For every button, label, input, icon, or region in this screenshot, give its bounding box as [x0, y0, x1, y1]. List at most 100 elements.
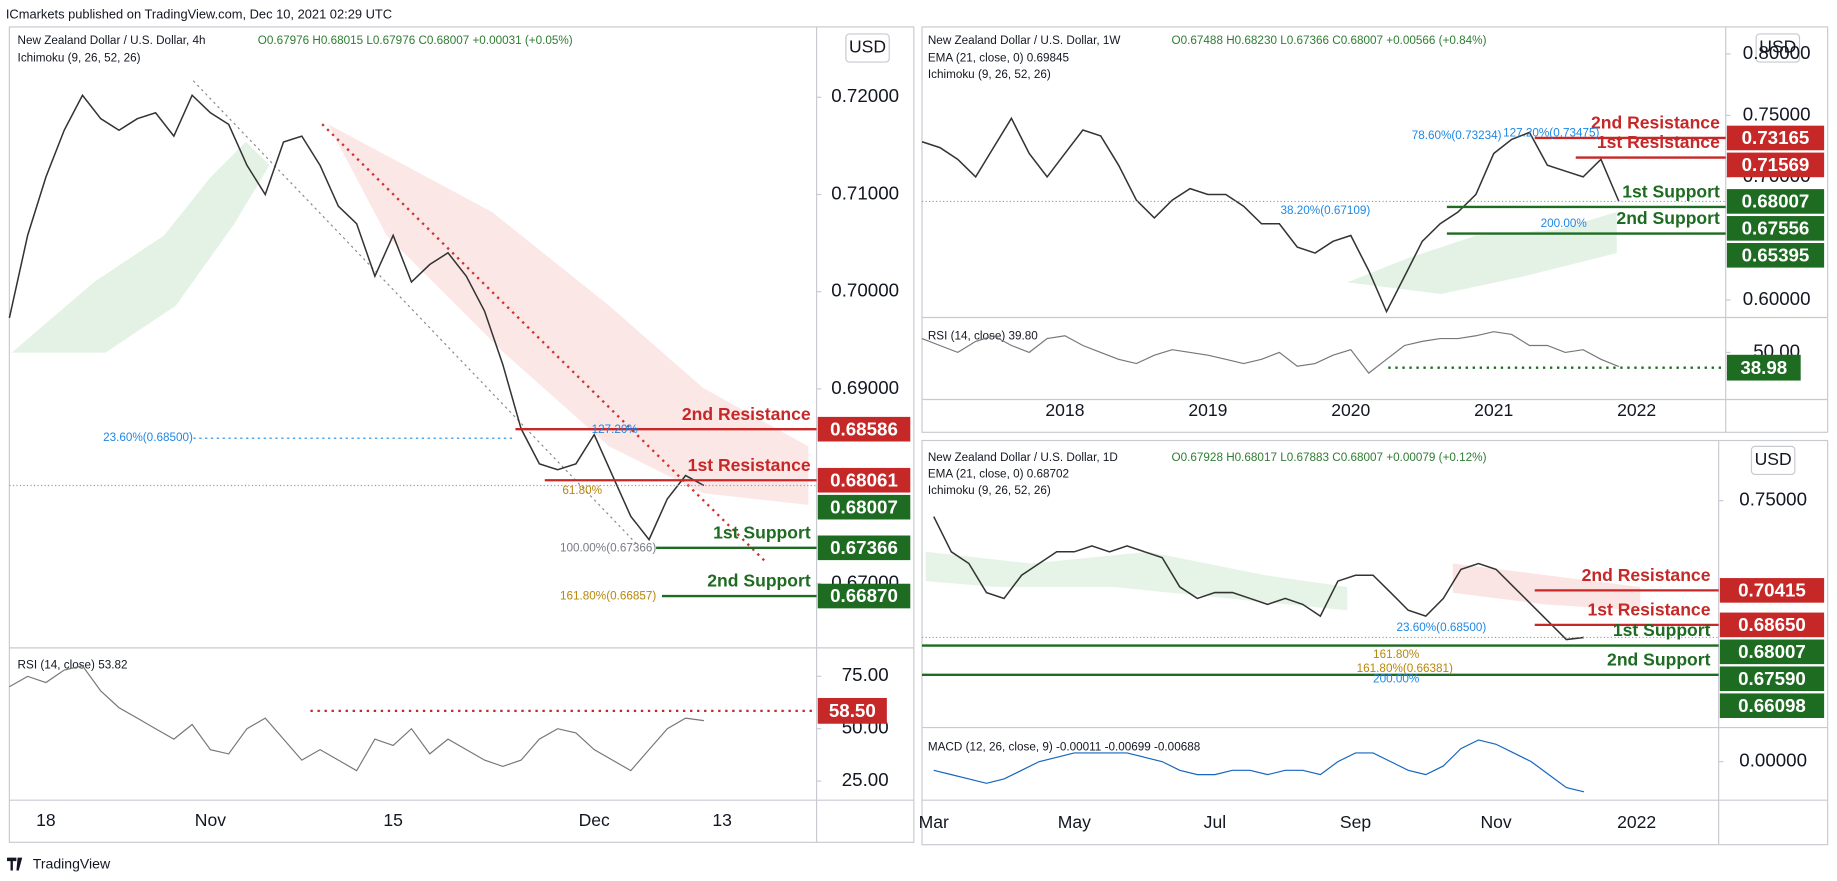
price-box [1719, 666, 1825, 692]
currency-button[interactable] [845, 33, 890, 63]
y-tick-label: 0.75000 [1743, 103, 1811, 124]
x-tick-label: Jul [1204, 812, 1226, 832]
price-box-label: 0.68007 [830, 496, 898, 517]
level-label: 2nd Support [707, 571, 811, 591]
indicator-label: EMA (21, close, 0) 0.68702 [928, 468, 1069, 481]
price-box [1726, 216, 1825, 241]
indicator-label: Ichimoku (9, 26, 52, 26) [928, 484, 1051, 497]
price-box [1726, 354, 1801, 381]
ohlc: O0.67928 H0.68017 L0.67883 C0.68007 +0.0… [1172, 451, 1487, 464]
level-label: 2nd Resistance [682, 404, 811, 424]
price-box [1719, 693, 1825, 719]
level-label: 1st Support [713, 522, 811, 542]
ichimoku-cloud [11, 141, 270, 353]
oscillator-line [933, 739, 1585, 793]
indicator-label: EMA (21, close, 0) 0.69845 [928, 52, 1070, 65]
price-box [817, 416, 911, 442]
x-tick-label: Dec [579, 810, 610, 830]
fib-annotation: 161.80%(0.66381) [1357, 662, 1453, 675]
x-tick-label: 2019 [1188, 400, 1227, 420]
price-box-label: 0.67366 [830, 537, 898, 558]
y-tick-label: 0.75000 [1739, 489, 1807, 510]
fib-annotation: 38.20%(0.67109) [1281, 204, 1371, 217]
y-tick-label: 0.80000 [1743, 42, 1811, 63]
indicator-label: Ichimoku (9, 26, 52, 26) [928, 68, 1051, 81]
price-box-label: 0.67556 [1742, 217, 1810, 238]
fib-annotation: 127.20%(0.73475) [1503, 127, 1599, 140]
price-box [817, 535, 911, 561]
logo [7, 857, 23, 871]
price-box [817, 583, 911, 609]
y-tick-label: 0.60000 [1743, 288, 1811, 309]
price-box-label: 0.65395 [1742, 244, 1810, 265]
price-box-label: 0.73165 [1742, 127, 1810, 148]
y-tick-label: 0.72000 [831, 85, 899, 106]
panel-frame [921, 26, 1829, 433]
level-label: 1st Support [1622, 182, 1720, 202]
fib-annotation: 161.80%(0.66857) [560, 589, 656, 602]
x-tick-label: 2022 [1617, 400, 1656, 420]
price-box-label: 0.68650 [1738, 614, 1806, 635]
x-tick-label: 2021 [1474, 400, 1513, 420]
price-line [8, 93, 705, 542]
price-box [1726, 152, 1825, 178]
price-box-label: 0.68586 [830, 418, 898, 439]
level-label: 2nd Resistance [1582, 565, 1711, 585]
price-box-label: 0.71569 [1742, 154, 1810, 175]
currency-label[interactable]: USD [1755, 449, 1792, 469]
price-line [933, 516, 1585, 641]
fib-annotation: 78.60%(0.73234) [1412, 129, 1502, 142]
ichimoku-cloud [1452, 563, 1641, 611]
indicator-label: Ichimoku (9, 26, 52, 26) [18, 52, 141, 65]
x-tick-label: 18 [36, 810, 56, 830]
y-tick-label: 25.00 [842, 769, 889, 790]
fib-annotation: 61.80% [562, 484, 602, 497]
price-box [1719, 612, 1825, 638]
level-label: 2nd Resistance [1591, 113, 1720, 133]
chart-title: New Zealand Dollar / U.S. Dollar, 1D [928, 451, 1118, 464]
level-label: 2nd Support [1607, 649, 1711, 669]
currency-label[interactable]: USD [1759, 37, 1796, 57]
price-box [1726, 189, 1825, 214]
ohlc: O0.67488 H0.68230 L0.67366 C0.68007 +0.0… [1172, 34, 1487, 47]
level-label: 2nd Support [1616, 208, 1720, 228]
x-tick-label: 2018 [1045, 400, 1084, 420]
level-label: 1st Resistance [1587, 599, 1710, 619]
panel-frame [8, 26, 915, 843]
price-box [1726, 125, 1825, 151]
price-box [817, 697, 887, 724]
currency-button[interactable] [1750, 445, 1796, 476]
currency-label[interactable]: USD [849, 37, 886, 57]
x-tick-label: Sep [1340, 812, 1371, 832]
y-tick-label: 0.69000 [831, 377, 899, 398]
trend-line [192, 80, 639, 547]
trend-line [321, 123, 769, 565]
x-tick-label: 13 [712, 810, 732, 830]
oscillator-title: RSI (14, close) 39.80 [928, 329, 1038, 342]
fib-annotation: 23.60%(0.68500) [1396, 621, 1486, 634]
chart-title: New Zealand Dollar / U.S. Dollar, 4h [18, 34, 206, 47]
level-label: 1st Support [1613, 620, 1711, 640]
ohlc: O0.67976 H0.68015 L0.67976 C0.68007 +0.0… [258, 34, 573, 47]
price-box [1719, 639, 1825, 665]
x-tick-label: 2020 [1331, 400, 1370, 420]
price-box [1726, 242, 1825, 268]
footer-brand: TradingView [33, 855, 111, 871]
fib-annotation: 100.00%(0.67366) [560, 541, 656, 554]
currency-button[interactable] [1755, 33, 1801, 63]
price-box [817, 467, 911, 493]
level-label: 1st Resistance [688, 455, 811, 475]
publisher: ICmarkets published on TradingView.com, … [6, 7, 392, 22]
x-tick-label: 15 [383, 810, 403, 830]
fib-annotation: 127.20% [592, 423, 638, 436]
x-tick-label: May [1058, 812, 1091, 832]
fib-annotation: 200.00% [1541, 217, 1587, 230]
fib-annotation: 23.60%(0.68500) [103, 431, 193, 444]
price-box-label: 38.98 [1740, 357, 1787, 378]
oscillator-title: RSI (14, close) 53.82 [18, 659, 128, 672]
price-line [921, 116, 1620, 314]
x-tick-label: Nov [1480, 812, 1511, 832]
price-box-label: 0.70415 [1738, 579, 1806, 600]
price-box-label: 0.68007 [1738, 641, 1806, 662]
price-box-label: 0.67590 [1738, 668, 1806, 689]
